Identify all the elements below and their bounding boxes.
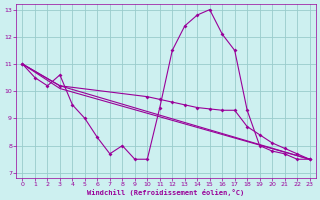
X-axis label: Windchill (Refroidissement éolien,°C): Windchill (Refroidissement éolien,°C) [87, 189, 245, 196]
